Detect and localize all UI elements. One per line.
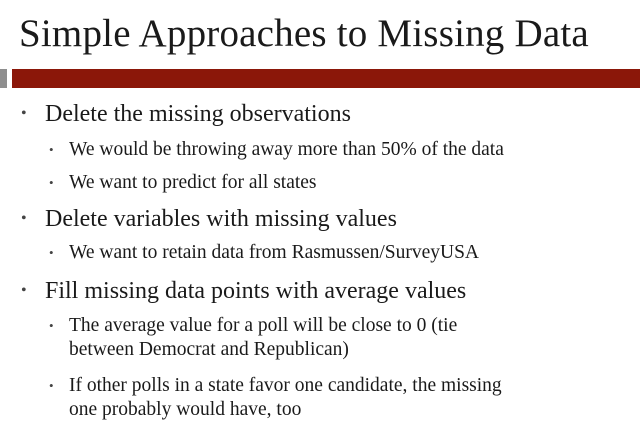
sub-bullet-point: • We want to predict for all states [49,171,317,195]
sub-bullet-icon: • [49,175,54,190]
bullet-text: Delete variables with missing values [45,206,397,232]
bullet-icon: • [21,105,27,122]
bullet-point: • Delete variables with missing values [21,205,397,233]
sub-bullet-text: We want to retain data from Rasmussen/Su… [69,242,480,263]
sub-bullet-point: • We want to retain data from Rasmussen/… [49,241,480,265]
bullet-icon: • [21,282,27,299]
sub-bullet-text-line: one probably would have, too [69,399,302,420]
bullet-icon: • [21,210,27,227]
sub-bullet-icon: • [49,142,54,157]
title-bar-accent-segment [12,69,640,88]
sub-bullet-icon: • [49,378,54,393]
title-underline-bar [0,69,640,88]
bullet-text: Delete the missing observations [45,101,351,127]
sub-bullet-point: • We would be throwing away more than 50… [49,138,504,162]
slide-title: Simple Approaches to Missing Data [19,12,589,55]
bullet-point: • Fill missing data points with average … [21,277,467,305]
sub-bullet-text-line: If other polls in a state favor one cand… [69,375,502,396]
sub-bullet-text: We want to predict for all states [69,172,317,193]
title-bar-left-segment [0,69,7,88]
sub-bullet-text-line: between Democrat and Republican) [69,339,349,360]
sub-bullet-icon: • [49,318,54,333]
sub-bullet-point: • The average value for a poll will be c… [49,314,458,362]
sub-bullet-point: • If other polls in a state favor one ca… [49,374,502,422]
bullet-point: • Delete the missing observations [21,100,351,128]
sub-bullet-text-line: The average value for a poll will be clo… [69,315,458,336]
sub-bullet-icon: • [49,245,54,260]
bullet-text: Fill missing data points with average va… [45,278,467,304]
sub-bullet-text: We would be throwing away more than 50% … [69,139,504,160]
